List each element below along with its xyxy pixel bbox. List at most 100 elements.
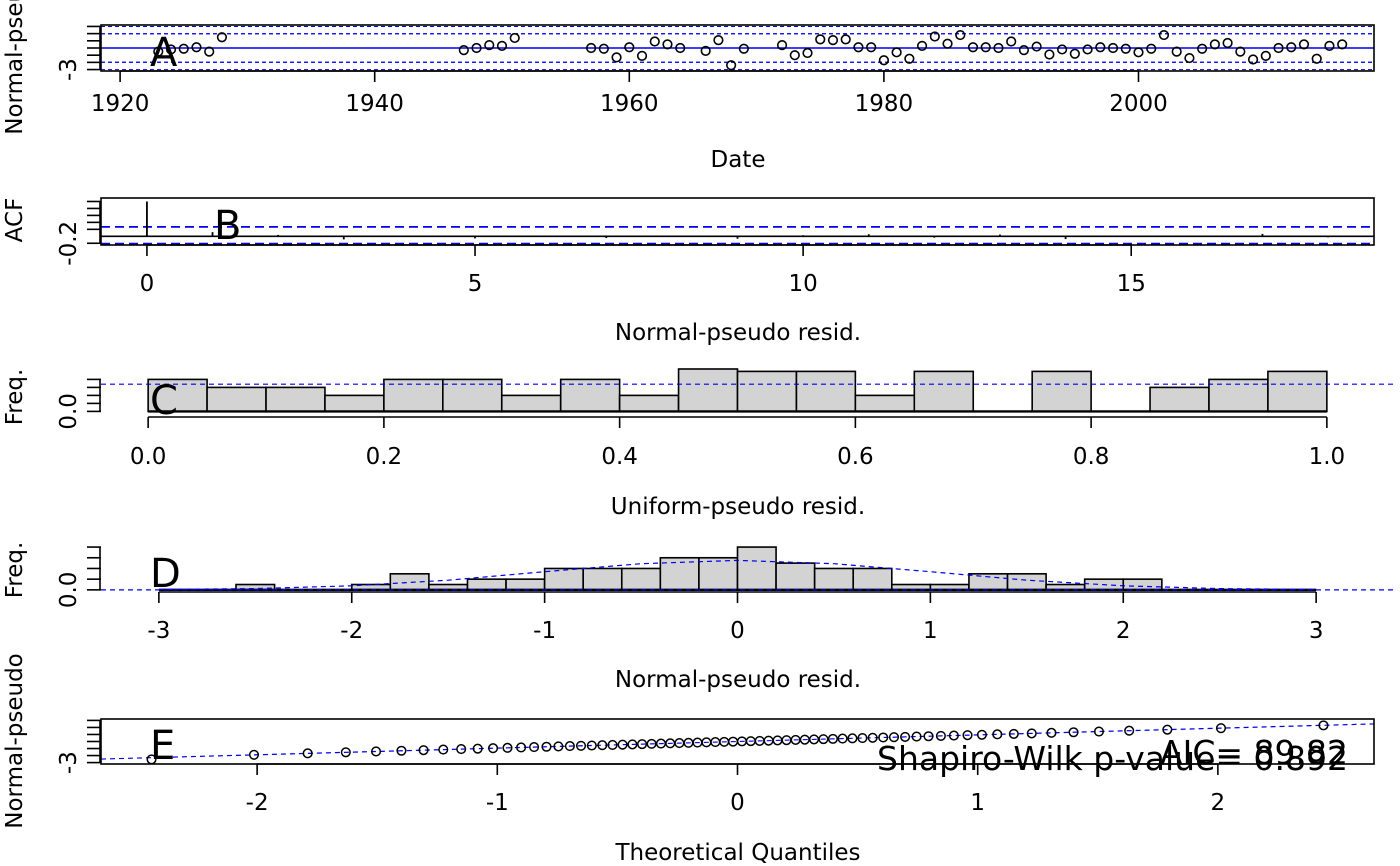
panel-a-point <box>624 42 635 53</box>
panel-a-xlabel: Date <box>711 147 766 173</box>
panel-a-point <box>1018 45 1030 56</box>
panel-d-bar <box>1122 578 1163 591</box>
panel-a-point <box>1069 48 1080 59</box>
panel-a-point <box>509 32 520 44</box>
panel-c-bar <box>854 394 916 413</box>
panel-e-point <box>900 731 911 742</box>
panel-b-ylabel: ACF <box>2 198 28 243</box>
panel-e-point <box>396 745 407 756</box>
panel-e-point <box>935 730 946 741</box>
panel-c-bar <box>795 370 857 413</box>
panel-d-bar <box>505 578 546 591</box>
panel-e-point <box>1046 727 1057 738</box>
panel-e-point <box>867 732 878 743</box>
panel-a-point <box>1184 52 1195 64</box>
panel-e-xlabel: Normal-pseudo resid. <box>615 667 861 693</box>
panel-e-point <box>808 734 820 745</box>
panel-d-ytick-label: 0.0 <box>56 572 82 609</box>
panel-a-point <box>611 52 622 63</box>
panel-c-bar <box>677 368 739 413</box>
panel-d-xtick-label: -2 <box>340 618 363 644</box>
panel-d-letter: D <box>150 551 181 597</box>
panel-c-bar <box>736 370 798 413</box>
panel-e-point <box>575 740 587 751</box>
panel-a-point <box>967 42 979 53</box>
panel-d-bar <box>543 567 584 591</box>
panel-a-point <box>993 42 1004 54</box>
panel-b-xtick-label: 15 <box>1117 271 1146 297</box>
panel-e-point <box>586 740 597 751</box>
panel-c-bar <box>913 370 975 413</box>
panel-a-point <box>598 43 609 54</box>
panel-a-point <box>840 34 851 45</box>
panel-a-point <box>191 42 202 53</box>
panel-e-point <box>1026 728 1037 739</box>
panel-a-point <box>929 31 940 42</box>
panel-e-xtick-label: 1 <box>970 790 985 816</box>
panel-a-letter: A <box>150 30 178 76</box>
panel-a-point <box>1057 44 1068 55</box>
panel-e-point <box>857 733 868 744</box>
panel-a-xtick-label: 1940 <box>345 91 404 117</box>
panel-e-point <box>992 729 1003 740</box>
panel-d-normal-histogram: -3 -2 -1 0 1 2 3 0.0 <box>56 546 1394 644</box>
panel-d-xtick-label: 0 <box>730 618 745 644</box>
panel-d-xtick-label: -1 <box>533 618 556 644</box>
panel-a-point <box>1146 43 1157 54</box>
panel-a-point <box>1222 37 1233 49</box>
panel-a-point <box>942 38 953 49</box>
panel-a-point <box>1209 39 1220 50</box>
panel-e-point <box>878 732 889 743</box>
panel-a-point <box>853 42 864 53</box>
panel-a-point <box>1247 54 1259 65</box>
panel-a-xtick-label: 1960 <box>600 91 659 117</box>
panel-c-xlabel: Normal-pseudo resid. <box>615 320 861 346</box>
panel-a-point <box>586 42 597 54</box>
panel-a-point <box>827 34 839 46</box>
panel-a-xtick-label: 1980 <box>855 91 914 117</box>
panel-a-residuals-vs-date: 1920 1940 1960 1980 2000 -3 <box>56 24 1375 117</box>
panel-e-point <box>1068 727 1079 738</box>
panel-a-point <box>471 42 482 54</box>
panel-d-xtick-label: 1 <box>923 618 938 644</box>
panel-e-point <box>564 741 575 752</box>
panel-e-point <box>541 741 552 752</box>
panel-c-uniform-histogram: 0.0 0.2 0.4 0.6 0.8 1.0 0.0 <box>56 368 1394 470</box>
panel-d-bar <box>620 567 662 591</box>
panel-e-point <box>617 739 628 750</box>
panel-d-bar <box>698 556 739 591</box>
panel-a-point <box>662 39 673 50</box>
panel-e-point <box>502 742 513 753</box>
panel-a-point <box>496 40 508 51</box>
panel-a-point <box>675 42 686 54</box>
panel-a-point <box>955 29 966 41</box>
panel-a-point <box>1082 44 1093 55</box>
panel-a-point <box>153 46 164 57</box>
panel-c-xtick-label: 0.6 <box>837 444 874 470</box>
panel-e-point <box>438 744 449 755</box>
panel-d-bar <box>813 567 855 591</box>
panel-a-point <box>178 43 189 54</box>
panel-e-point <box>248 749 260 760</box>
panel-c-bar <box>618 394 680 413</box>
shapiro-annotation: Shapiro-Wilk p-value= 0.892 <box>877 739 1348 778</box>
panel-e-point <box>302 748 313 759</box>
panel-c-letter: C <box>150 378 178 424</box>
panel-e-point <box>976 729 987 740</box>
panel-a-ytick-label: -3 <box>56 58 82 81</box>
panel-e-point <box>488 743 499 754</box>
panel-e-point <box>827 733 838 744</box>
panel-d-ylabel: Freq. <box>2 542 28 599</box>
panel-a-point <box>204 46 215 57</box>
panel-a-point <box>1260 50 1271 62</box>
panel-e-point <box>418 745 429 756</box>
panel-b-xtick-label: 0 <box>140 271 155 297</box>
panel-a-point <box>1133 47 1144 58</box>
panel-e-point <box>923 731 934 742</box>
panel-d-bar <box>582 567 623 591</box>
panel-a-point <box>980 42 991 53</box>
panel-c-bar <box>265 386 326 413</box>
panel-e-point <box>1093 726 1105 737</box>
panel-a-point <box>484 40 495 51</box>
